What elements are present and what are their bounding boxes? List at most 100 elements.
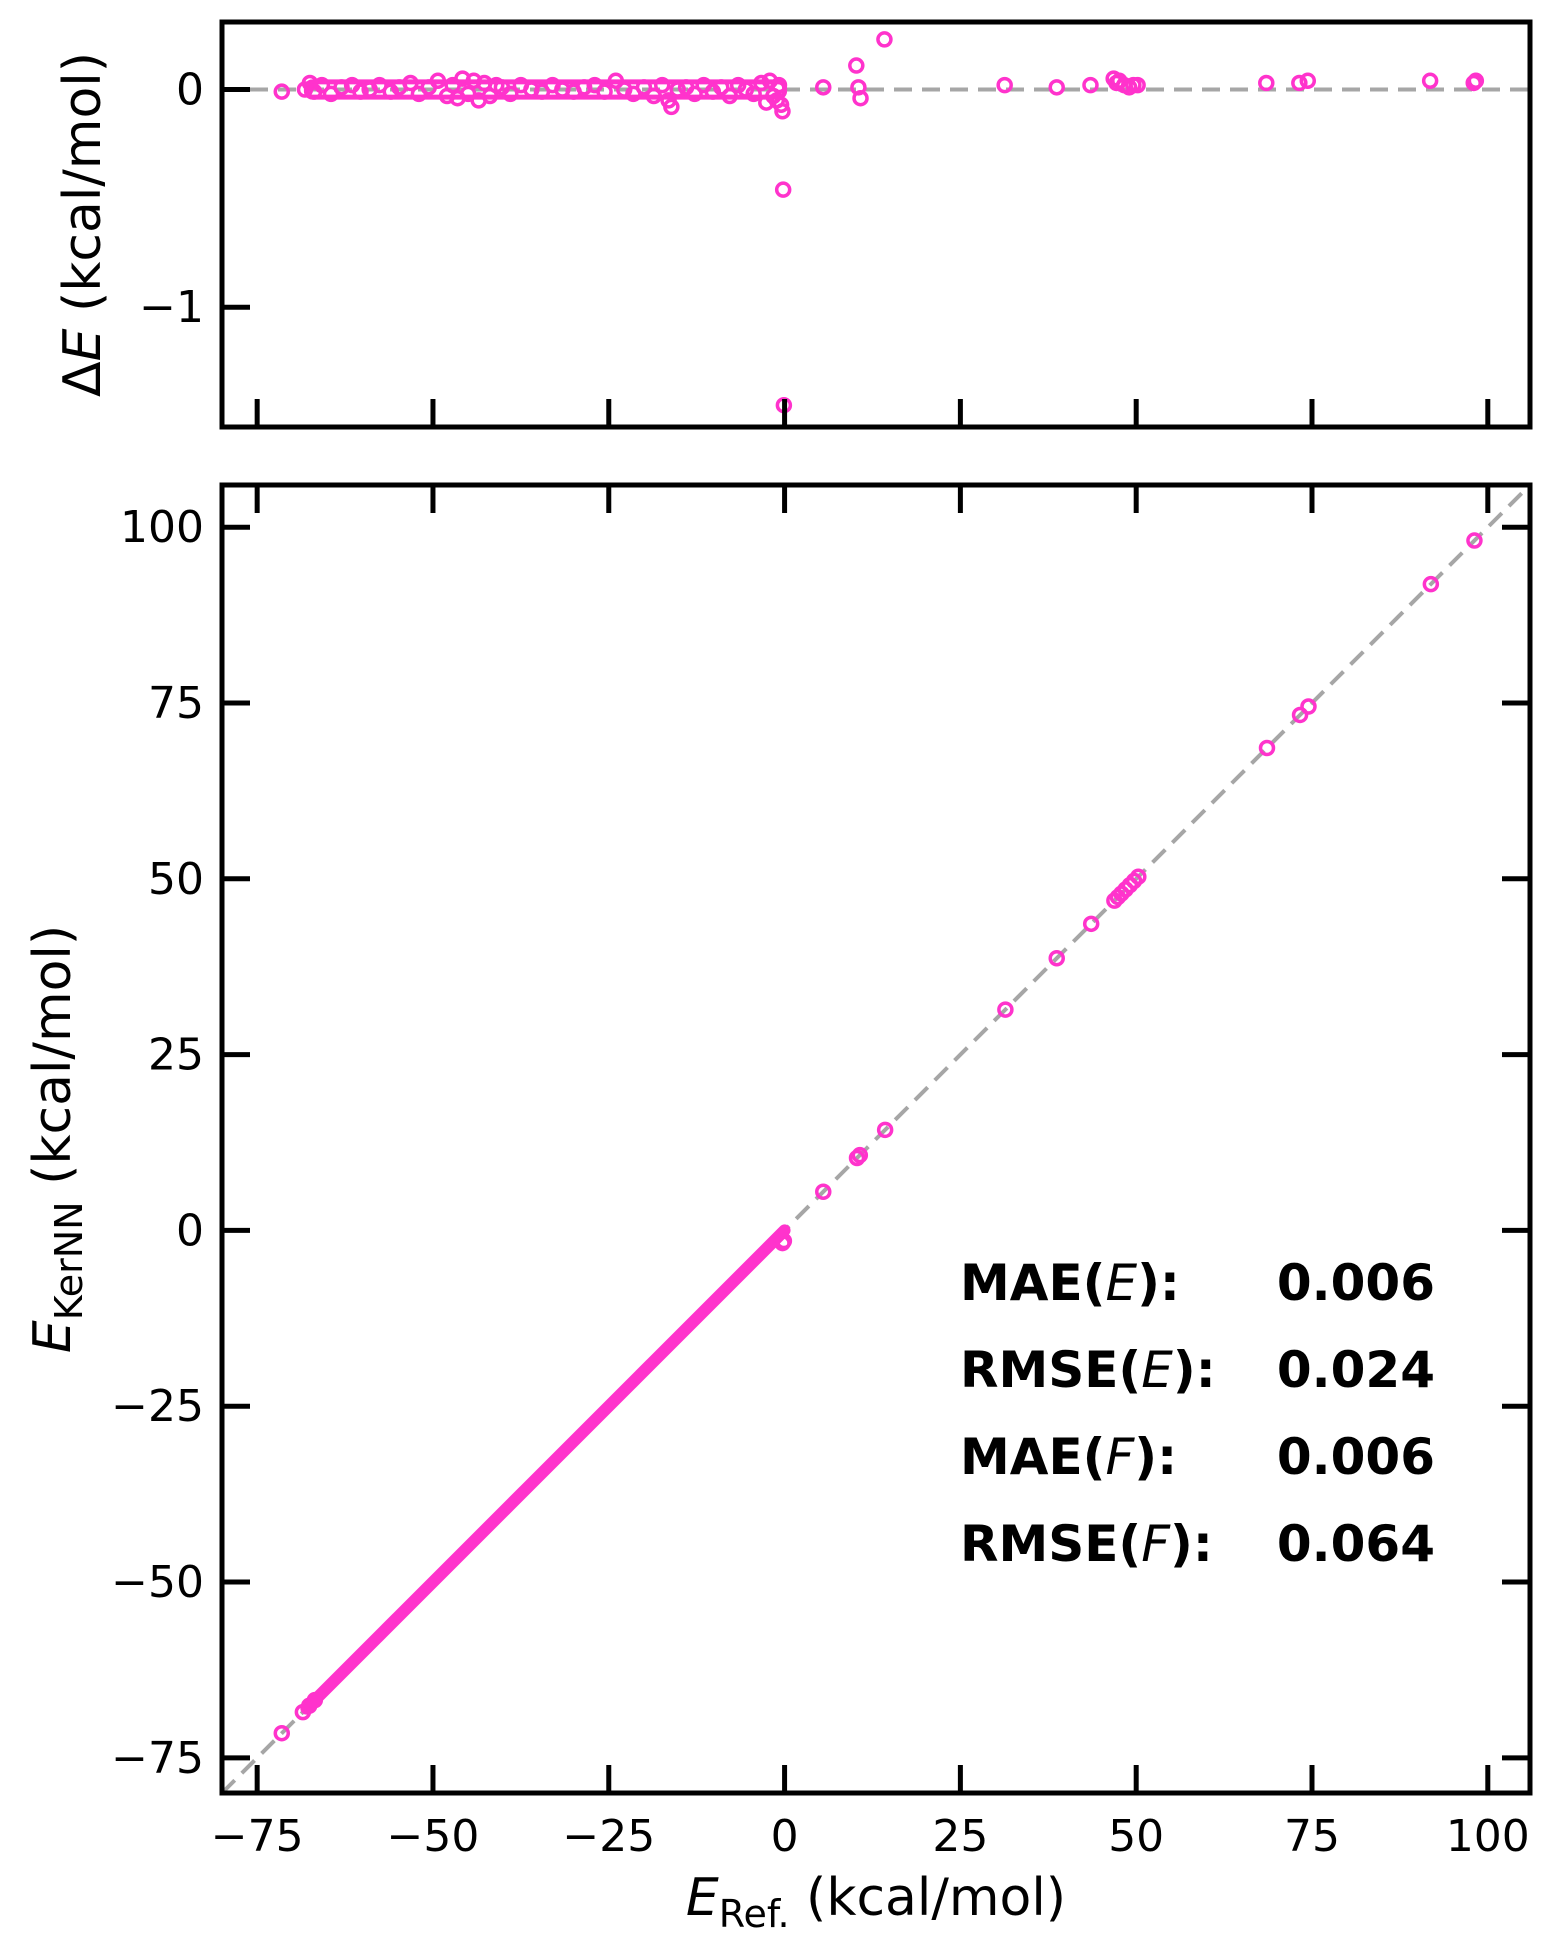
residual-point — [721, 87, 738, 105]
residual-point — [352, 83, 369, 100]
parity-point — [848, 1149, 866, 1167]
parity-point — [815, 1183, 832, 1200]
residual-point — [663, 98, 680, 116]
residual-point — [502, 85, 519, 103]
parity-y-axis-label-var: E — [23, 1320, 83, 1353]
parity-point — [876, 1121, 894, 1139]
residual-point — [852, 89, 869, 107]
parity-x-tick-label: 75 — [1284, 1811, 1340, 1862]
residual-point — [996, 76, 1013, 94]
parity-x-tick-label: 25 — [932, 1811, 988, 1862]
parity-y-axis-label-unit: (kcal/mol) — [23, 925, 83, 1202]
metric-value: 0.006 — [1277, 1428, 1435, 1486]
residual-point — [770, 76, 788, 94]
metric-value: 0.024 — [1277, 1341, 1435, 1399]
parity-y-tick-label: 75 — [148, 678, 204, 729]
parity-x-tick-label: −25 — [562, 1811, 655, 1862]
residual-point — [645, 87, 663, 105]
parity-x-tick-label: 50 — [1108, 1811, 1164, 1862]
parity-point — [997, 1001, 1014, 1018]
residual-point — [848, 57, 865, 74]
residual-point — [745, 85, 762, 103]
residual-panel: 0 −1 ΔE (kcal/mol) — [53, 19, 1533, 430]
parity-y-tick-label: −50 — [111, 1557, 204, 1608]
residual-points — [273, 31, 1485, 414]
residual-point — [772, 96, 790, 113]
parity-plot-frame — [219, 482, 1533, 1796]
residual-point — [1082, 76, 1099, 94]
residual-point — [669, 81, 686, 98]
residual-point — [1048, 79, 1065, 96]
residual-point — [774, 103, 791, 120]
residual-point — [575, 79, 593, 96]
parity-point — [1130, 868, 1147, 885]
parity-y-tick-label: −25 — [111, 1381, 204, 1432]
parity-x-tick-label: −50 — [387, 1811, 480, 1862]
parity-point — [851, 1146, 869, 1164]
residual-point — [876, 31, 893, 48]
residual-point — [429, 72, 447, 90]
residual-point — [402, 74, 419, 92]
parity-point — [1300, 698, 1317, 715]
residual-y-axis-label-unit: (kcal/mol) — [53, 52, 113, 329]
residual-point — [523, 81, 540, 98]
parity-y-axis-label: EKerNN (kcal/mol) — [23, 925, 91, 1353]
parity-x-tick-label: 100 — [1446, 1811, 1530, 1862]
residual-point — [635, 79, 653, 96]
metric-label: MAE(E): — [960, 1254, 1180, 1312]
parity-point — [775, 1232, 793, 1250]
parity-points — [273, 532, 1483, 1742]
residual-point — [1421, 72, 1439, 90]
metric-value: 0.006 — [1277, 1254, 1435, 1312]
parity-y-tick-label: 25 — [148, 1030, 204, 1081]
metric-label: RMSE(F): — [960, 1515, 1213, 1573]
residual-point — [1258, 74, 1275, 92]
residual-y-axis-label-prefix: Δ — [53, 361, 113, 397]
residual-plot-frame — [219, 19, 1533, 430]
parity-point — [1291, 706, 1309, 724]
parity-y-tick-label: 0 — [176, 1205, 204, 1256]
parity-y-tick-label: 100 — [120, 502, 204, 553]
residual-point — [815, 79, 832, 96]
parity-y-axis-label-sub: KerNN — [47, 1201, 91, 1320]
residual-point — [653, 76, 671, 94]
residual-point — [333, 79, 350, 96]
residual-point — [753, 74, 770, 92]
residual-y-tick-label: −1 — [139, 282, 204, 333]
residual-point — [774, 181, 792, 198]
residual-point — [1129, 76, 1146, 94]
parity-point — [306, 1691, 324, 1709]
residual-point — [465, 72, 483, 90]
parity-point — [1466, 532, 1483, 549]
parity-x-tick-label: −75 — [211, 1811, 304, 1862]
residual-point — [596, 83, 613, 100]
parity-point — [1258, 739, 1276, 757]
residual-y-axis-label: ΔE (kcal/mol) — [53, 52, 113, 397]
parity-ticks: −75 −50 −25 0 25 50 75 100 −75 −50 −25 0 25 50 75 100 — [111, 485, 1530, 1862]
residual-ticks: 0 −1 — [139, 65, 1491, 427]
residual-y-axis-label-var: E — [53, 328, 113, 361]
parity-point — [1082, 915, 1100, 933]
residual-point — [273, 83, 291, 100]
parity-panel: −75 −50 −25 0 25 50 75 100 −75 −50 −25 0 25 50 75 100 E… — [23, 482, 1533, 1936]
residual-point — [607, 72, 625, 90]
parity-x-axis-label-var: E — [686, 1868, 719, 1928]
parity-dense-segment — [300, 1224, 791, 1715]
metric-label: MAE(F): — [960, 1428, 1177, 1486]
parity-y-tick-label: 50 — [148, 854, 204, 905]
parity-y-tick-label: −75 — [111, 1733, 204, 1784]
parity-point — [1048, 950, 1065, 967]
residual-point — [1299, 72, 1317, 90]
residual-point — [1291, 74, 1308, 92]
parity-x-tick-label: 0 — [771, 1811, 799, 1862]
parity-point — [273, 1724, 291, 1742]
parity-x-axis-label: ERef. (kcal/mol) — [686, 1868, 1066, 1936]
metric-label: RMSE(E): — [960, 1341, 1216, 1399]
parity-x-axis-label-sub: Ref. — [719, 1892, 790, 1936]
metrics-annotation: MAE(E): 0.006 RMSE(E): 0.024 MAE(F): 0.006 RMS… — [960, 1254, 1435, 1573]
metric-value: 0.064 — [1277, 1515, 1435, 1573]
residual-y-tick-label: 0 — [176, 65, 204, 116]
parity-point — [1422, 575, 1440, 593]
residual-point — [686, 85, 703, 103]
